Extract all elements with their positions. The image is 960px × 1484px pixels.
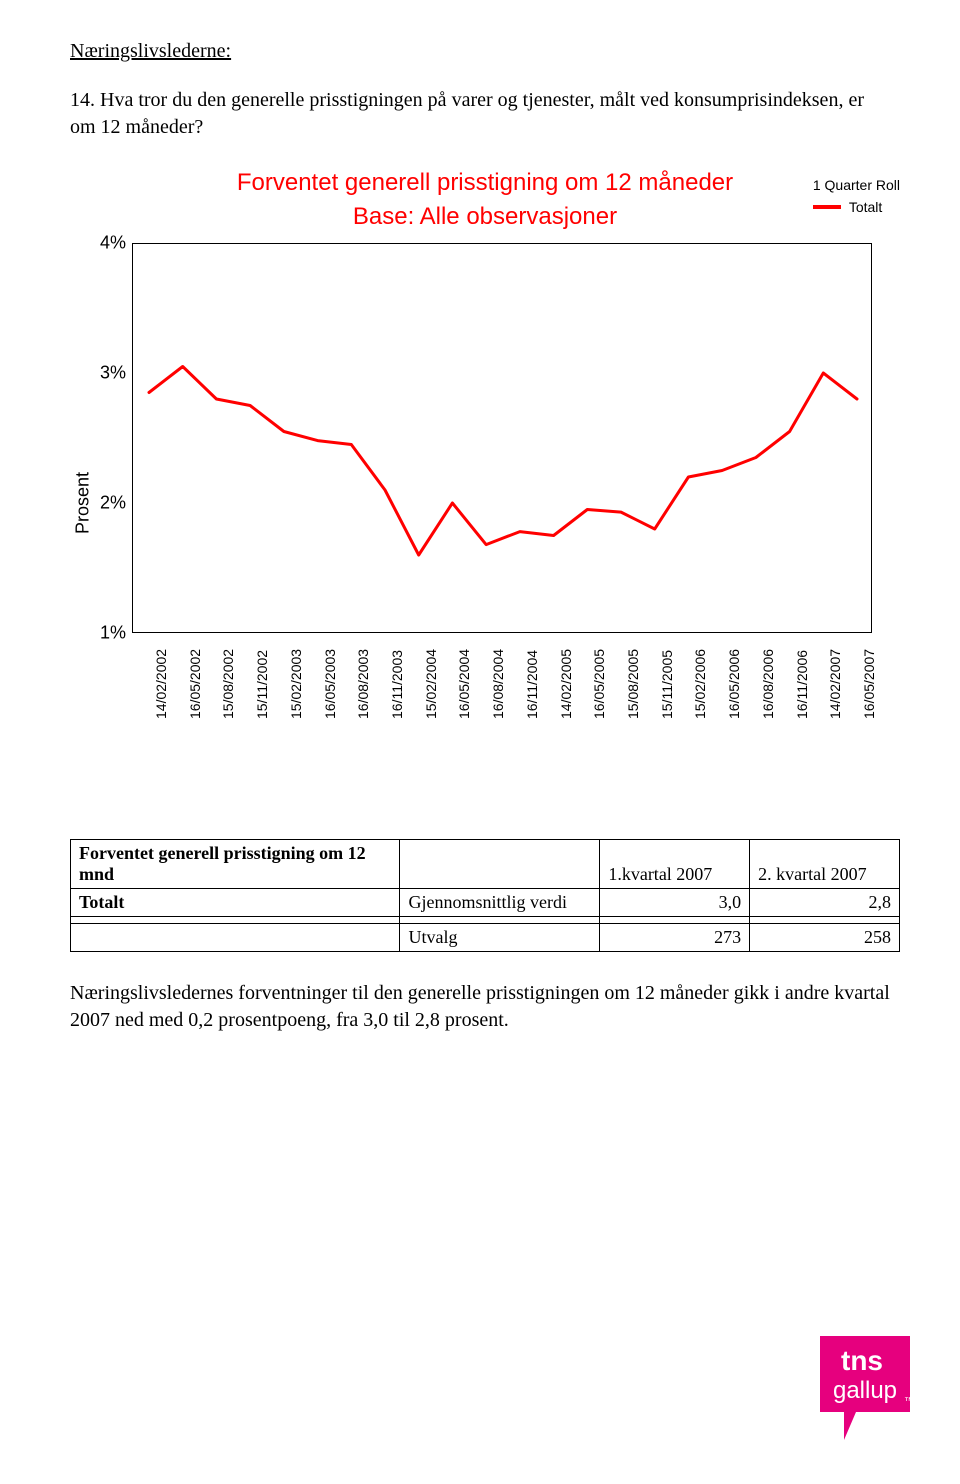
x-tick-label: 16/08/2003	[355, 649, 371, 719]
table-row1-label: Forventet generell prisstigning om 12 mn…	[79, 843, 366, 884]
x-tick-label: 14/02/2002	[153, 649, 169, 719]
x-tick-label: 15/11/2005	[659, 650, 675, 719]
table-row2-val2: 2,8	[750, 889, 900, 917]
x-tick-label: 16/05/2002	[187, 649, 203, 719]
x-tick-label: 16/08/2004	[490, 649, 506, 719]
x-tick-label: 15/02/2006	[692, 649, 708, 719]
x-tick-label: 14/02/2007	[827, 649, 843, 719]
x-axis-labels: 14/02/2002 16/05/2002 15/08/2002 15/11/2002…	[132, 633, 872, 763]
table-col2-header: 2. kvartal 2007	[750, 840, 900, 889]
chart-legend: 1 Quarter Roll Totalt	[813, 177, 900, 221]
chart-container: 1 Quarter Roll Totalt Forventet generell…	[70, 169, 900, 809]
y-tick-label: 4%	[100, 233, 126, 254]
table-row3-val1: 273	[600, 924, 750, 952]
y-tick-label: 2%	[100, 493, 126, 514]
table-row2-val1: 3,0	[600, 889, 750, 917]
chart-subtitle: Base: Alle observasjoner	[70, 203, 900, 231]
chart-svg	[133, 243, 873, 633]
x-tick-label: 15/08/2005	[625, 649, 641, 719]
x-tick-label: 16/11/2003	[389, 650, 405, 719]
x-tick-label: 16/05/2007	[861, 649, 877, 719]
x-tick-label: 16/05/2003	[322, 649, 338, 719]
legend-header: 1 Quarter Roll	[813, 177, 900, 193]
logo-text-top: tns	[841, 1345, 883, 1376]
x-tick-label: 16/08/2006	[760, 649, 776, 719]
table-col1-header: 1.kvartal 2007	[600, 840, 750, 889]
x-tick-label: 16/05/2004	[456, 649, 472, 719]
y-axis-label: Prosent	[73, 472, 94, 534]
x-tick-label: 15/08/2002	[220, 649, 236, 719]
logo-tm: ™	[904, 1396, 910, 1407]
summary-table: Forventet generell prisstigning om 12 mn…	[70, 839, 900, 952]
x-tick-label: 16/11/2006	[794, 650, 810, 719]
x-tick-label: 16/11/2004	[524, 650, 540, 719]
x-tick-label: 15/02/2004	[423, 649, 439, 719]
chart-title: Forventet generell prisstigning om 12 må…	[70, 169, 900, 197]
table-row3-label: Utvalg	[400, 924, 600, 952]
x-tick-label: 16/05/2005	[591, 649, 607, 719]
series-line-totalt	[149, 367, 857, 556]
y-tick-label: 3%	[100, 363, 126, 384]
chart-plot-area	[132, 243, 872, 633]
y-axis-ticks: 4%3%2%1%	[92, 243, 132, 633]
question-text: 14. Hva tror du den generelle prisstigni…	[70, 87, 890, 141]
y-tick-label: 1%	[100, 623, 126, 644]
x-tick-label: 15/11/2002	[254, 650, 270, 719]
legend-series-label: Totalt	[849, 199, 882, 215]
chart-plot-zone: Prosent 4%3%2%1% 14/02/200216/05/200215/…	[70, 243, 900, 763]
table-row2-desc: Gjennomsnittlig verdi	[400, 889, 600, 917]
x-tick-label: 14/02/2005	[558, 649, 574, 719]
tns-gallup-logo: tns gallup ™	[790, 1336, 910, 1440]
legend-swatch-totalt	[813, 205, 841, 209]
logo-text-bottom: gallup	[833, 1377, 897, 1404]
x-tick-label: 15/02/2003	[288, 649, 304, 719]
table-row3-val2: 258	[750, 924, 900, 952]
section-label: Næringslivslederne:	[70, 40, 900, 63]
body-paragraph: Næringslivsledernes forventninger til de…	[70, 980, 900, 1034]
x-tick-label: 16/05/2006	[726, 649, 742, 719]
table-row2-label: Totalt	[79, 892, 124, 912]
